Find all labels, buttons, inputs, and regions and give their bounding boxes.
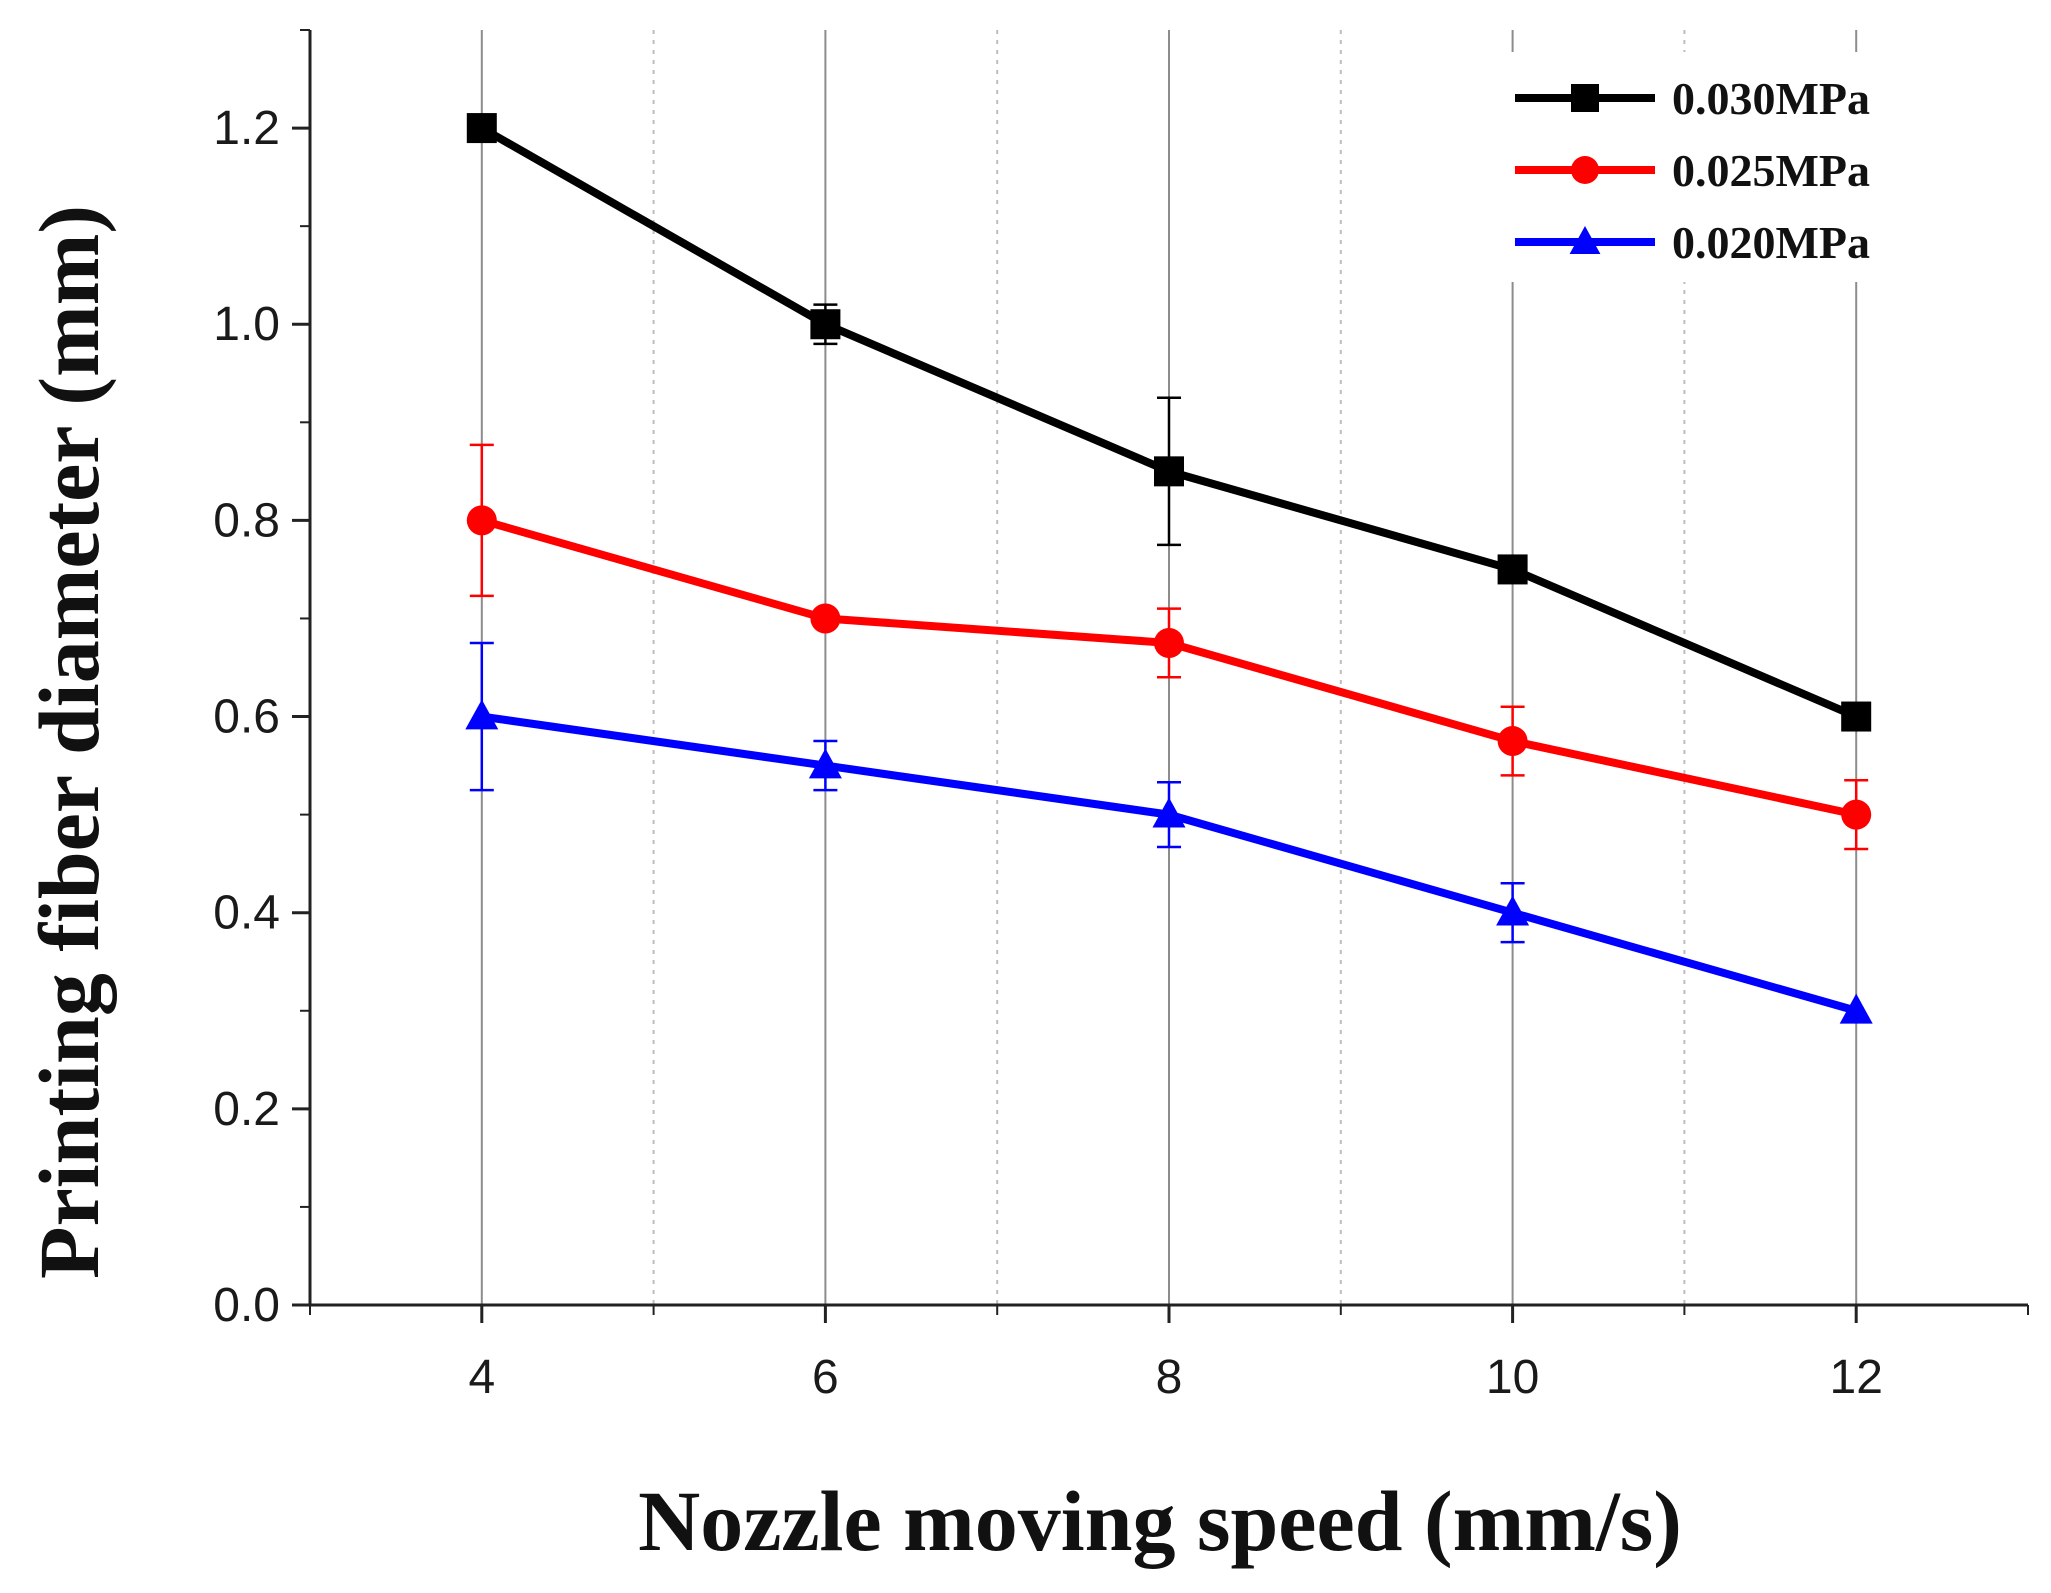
- legend-label-0: 0.030MPa: [1672, 73, 1870, 124]
- data-point-1-2: [1154, 627, 1184, 658]
- series-layer: [465, 113, 1873, 1024]
- x-axis-title: Nozzle moving speed (mm/s): [638, 1473, 1682, 1569]
- x-tick-label-0: 4: [468, 1351, 495, 1404]
- x-tick-label-1: 6: [812, 1351, 839, 1404]
- data-point-2-1: [808, 748, 842, 779]
- data-point-0-0: [466, 113, 497, 144]
- data-point-2-4: [1839, 993, 1873, 1024]
- legend-marker-0: [1571, 84, 1599, 112]
- data-point-0-3: [1497, 554, 1528, 585]
- y-tick-label-4: 0.8: [213, 494, 280, 547]
- series-0.020MPa: [465, 641, 1873, 1024]
- x-tick-label-3: 10: [1486, 1351, 1539, 1404]
- data-point-0-1: [810, 309, 841, 340]
- y-tick-label-5: 1.0: [213, 298, 280, 351]
- data-point-1-4: [1841, 799, 1872, 830]
- legend-label-1: 0.025MPa: [1672, 145, 1870, 196]
- legend-label-2: 0.020MPa: [1672, 217, 1870, 268]
- y-axis-title: Printing fiber diameter (mm): [21, 205, 117, 1279]
- x-tick-label-4: 12: [1830, 1351, 1883, 1404]
- data-point-0-4: [1841, 701, 1872, 732]
- data-point-0-2: [1154, 456, 1184, 487]
- series-0.025MPa: [466, 443, 1872, 851]
- legend-marker-2: [1569, 226, 1601, 254]
- x-tick-label-2: 8: [1156, 1351, 1183, 1404]
- legend: 0.030MPa 0.025MPa 0.020MPa: [1480, 52, 1970, 282]
- legend-marker-1: [1571, 156, 1599, 184]
- data-point-2-0: [465, 699, 499, 730]
- data-point-1-0: [466, 505, 497, 536]
- y-tick-label-3: 0.6: [213, 691, 280, 744]
- y-tick-label-2: 0.4: [213, 887, 280, 940]
- data-point-1-1: [810, 603, 841, 634]
- data-point-1-3: [1497, 726, 1528, 757]
- y-tick-label-6: 1.2: [213, 102, 280, 155]
- series-0.030MPa: [466, 113, 1872, 732]
- y-tick-label-0: 0.0: [213, 1279, 280, 1332]
- y-tick-label-1: 0.2: [213, 1083, 280, 1136]
- ticks: 4 6 8 10 12 0.0 0.2 0.4 0.6 0.8 1.0 1.2: [213, 29, 2029, 1404]
- data-point-2-3: [1496, 895, 1530, 926]
- data-point-2-2: [1152, 797, 1186, 828]
